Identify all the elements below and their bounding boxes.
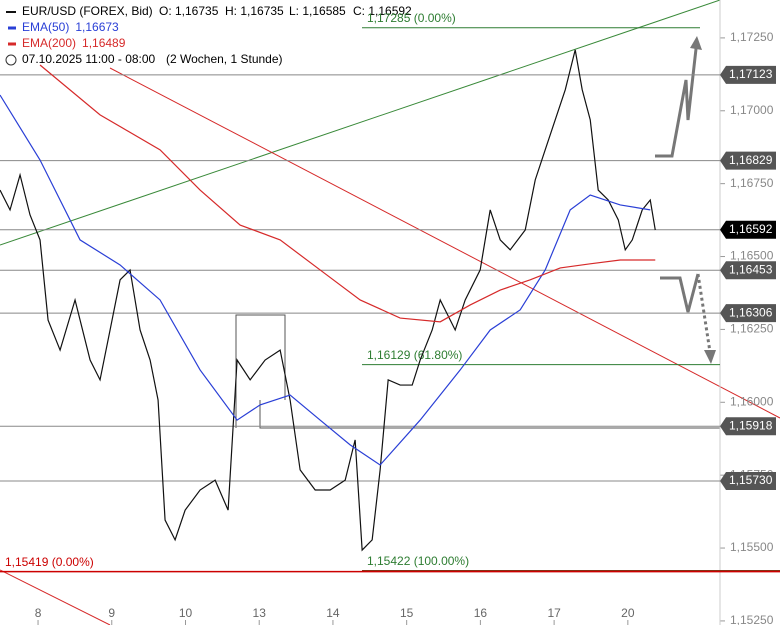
x-tick-label: 14 xyxy=(326,606,340,620)
trend-line xyxy=(109,67,780,419)
price-line xyxy=(0,49,656,552)
legend-name: EMA(200) xyxy=(22,36,76,50)
level-box xyxy=(720,151,776,170)
fib-label: 1,15422 (100.00%) xyxy=(367,554,469,568)
scenario-arrow xyxy=(655,39,699,158)
legend-open: O: 1,16735 xyxy=(159,4,219,18)
y-tick-label: 1,16500 xyxy=(730,249,774,263)
scenario-arrow xyxy=(660,273,700,313)
level-box xyxy=(720,261,776,280)
x-tick-label: 13 xyxy=(253,606,267,620)
level-label: 1,16829 xyxy=(729,153,773,167)
legend-value: 1,16673 xyxy=(75,20,119,34)
level-label: 1,16453 xyxy=(729,262,773,276)
fib-label: 1,17285 (0.00%) xyxy=(367,11,456,25)
legend-name: EMA(50) xyxy=(22,20,69,34)
clock-icon xyxy=(5,54,17,66)
arrow-head xyxy=(704,350,716,364)
y-tick-label: 1,15250 xyxy=(730,613,774,625)
level-label: 1,15918 xyxy=(729,418,773,432)
legend-low: L: 1,16585 xyxy=(289,4,346,18)
x-tick-label: 20 xyxy=(621,606,635,620)
legend-symbol: EUR/USD (FOREX, Bid) xyxy=(22,4,153,18)
range-box xyxy=(259,400,720,429)
level-box xyxy=(720,471,776,490)
fib-label: 1,16129 (61.80%) xyxy=(367,348,462,362)
y-tick-label: 1,15500 xyxy=(730,540,774,554)
legend-value: 1,16489 xyxy=(82,36,126,50)
y-tick-label: 1,16750 xyxy=(730,176,774,190)
y-tick-label: 1,16000 xyxy=(730,394,774,408)
y-tick-label: 1,16250 xyxy=(730,322,774,336)
x-tick-label: 8 xyxy=(35,606,42,620)
level-label: 1,17123 xyxy=(729,67,773,81)
level-label: 1,15730 xyxy=(729,473,773,487)
legend-range: (2 Wochen, 1 Stunde) xyxy=(166,52,283,66)
level-box xyxy=(720,417,776,436)
legend-period: 07.10.2025 11:00 - 08:00 xyxy=(22,52,156,66)
x-tick-label: 10 xyxy=(179,606,193,620)
x-tick-label: 15 xyxy=(400,606,414,620)
level-box xyxy=(720,220,776,239)
trend-line xyxy=(0,0,721,246)
legend-high: H: 1,16735 xyxy=(225,4,284,18)
level-box xyxy=(720,65,776,84)
x-tick-label: 17 xyxy=(547,606,561,620)
y-tick-label: 1,17000 xyxy=(730,103,774,117)
level-box xyxy=(720,304,776,323)
fib-label: 1,15419 (0.00%) xyxy=(5,555,94,569)
x-tick-label: 9 xyxy=(108,606,115,620)
legend-close: C: 1,16592 xyxy=(353,4,412,18)
x-tick-label: 16 xyxy=(474,606,488,620)
scenario-arrow xyxy=(696,273,712,353)
level-label: 1,16306 xyxy=(729,305,773,319)
level-label: 1,16592 xyxy=(729,222,773,236)
legend: EUR/USD (FOREX, Bid) O: 1,16735 H: 1,167… xyxy=(5,4,412,66)
arrow-head xyxy=(690,36,702,50)
y-tick-label: 1,17250 xyxy=(730,30,774,44)
ema-line xyxy=(39,64,656,323)
ema-line xyxy=(0,94,651,466)
trend-line xyxy=(0,569,111,625)
